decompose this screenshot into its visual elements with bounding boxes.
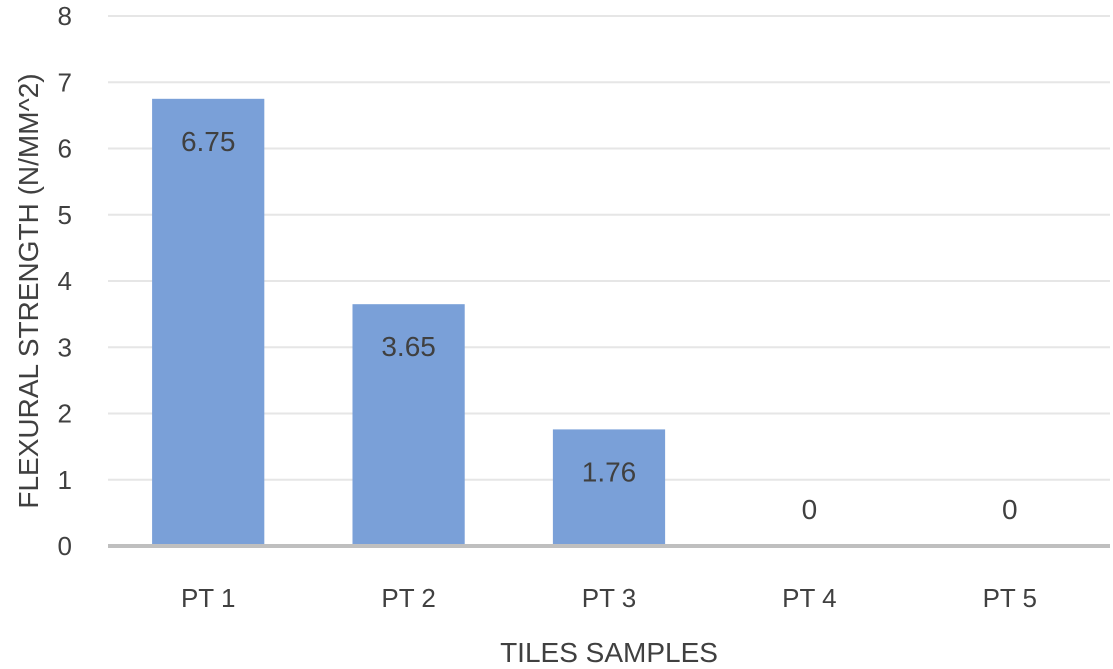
y-tick-label: 2 (58, 399, 72, 429)
y-tick-label: 3 (58, 332, 72, 362)
x-tick-label: PT 2 (381, 583, 435, 613)
x-tick-label: PT 3 (582, 583, 636, 613)
y-tick-label: 5 (58, 200, 72, 230)
y-tick-label: 6 (58, 134, 72, 164)
x-tick-label: PT 1 (181, 583, 235, 613)
data-label: 0 (802, 494, 818, 525)
data-labels: 6.75 3.65 1.76 0 0 (181, 126, 1018, 525)
y-tick-label: 1 (58, 465, 72, 495)
y-tick-label: 0 (58, 531, 72, 561)
x-tick-label: PT 5 (983, 583, 1037, 613)
y-tick-label: 8 (58, 1, 72, 31)
data-label: 1.76 (582, 456, 637, 487)
y-tick-labels: 0 1 2 3 4 5 6 7 8 (58, 1, 72, 561)
gridlines (108, 15, 1110, 481)
bar (552, 429, 666, 546)
x-tick-labels: PT 1 PT 2 PT 3 PT 4 PT 5 (181, 583, 1037, 613)
x-tick-label: PT 4 (782, 583, 836, 613)
y-tick-label: 4 (58, 266, 72, 296)
y-tick-label: 7 (58, 67, 72, 97)
data-label: 3.65 (381, 331, 436, 362)
y-axis-title: FLEXURAL STRENGTH (N/MM^2) (13, 73, 44, 508)
x-axis-title: TILES SAMPLES (500, 637, 718, 668)
bar (352, 304, 465, 546)
bars (152, 98, 666, 546)
bar (152, 98, 265, 546)
data-label: 6.75 (181, 126, 236, 157)
data-label: 0 (1002, 494, 1018, 525)
